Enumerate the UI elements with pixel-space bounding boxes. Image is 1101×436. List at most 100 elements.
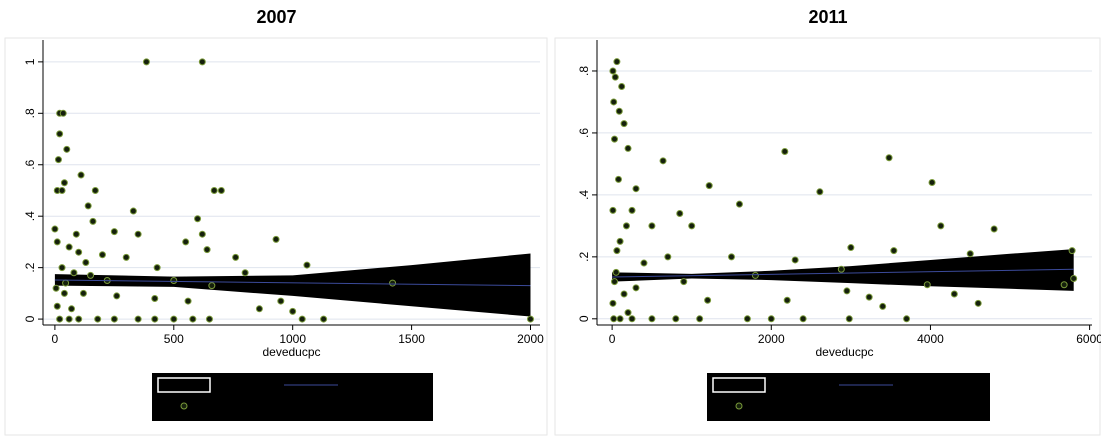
point	[680, 278, 688, 286]
chart-title: 2007	[256, 7, 296, 27]
point	[628, 315, 636, 323]
point	[616, 237, 624, 245]
point	[63, 145, 71, 153]
point	[966, 250, 974, 258]
legend-point-symbol	[180, 402, 188, 410]
x-tick-label: 500	[164, 332, 184, 346]
chart-title: 2011	[808, 7, 847, 27]
fit-line	[612, 268, 1074, 278]
confidence-band	[54, 253, 531, 317]
y-tick-label: .6	[577, 128, 591, 138]
point	[620, 120, 628, 128]
point	[1068, 247, 1076, 255]
point	[54, 156, 62, 164]
point	[194, 215, 202, 223]
point	[615, 107, 623, 115]
legend-ci-symbol	[157, 377, 211, 393]
point	[659, 157, 667, 165]
point	[82, 258, 90, 266]
point	[865, 293, 873, 301]
legend-point-symbol	[735, 402, 743, 410]
x-tick-label: 2000	[517, 332, 544, 346]
point	[110, 228, 118, 236]
y-tick-label: .6	[23, 159, 37, 169]
fit-line	[54, 279, 531, 287]
point	[624, 309, 632, 317]
point	[98, 251, 106, 259]
point	[53, 302, 61, 310]
point	[613, 247, 621, 255]
x-axis-label: deveducpc	[262, 345, 320, 359]
x-axis-label: deveducpc	[815, 345, 873, 359]
point	[153, 264, 161, 272]
point	[1060, 281, 1068, 289]
point	[60, 289, 68, 297]
point	[72, 230, 80, 238]
point	[816, 188, 824, 196]
point	[781, 148, 789, 156]
point	[628, 206, 636, 214]
point	[87, 271, 95, 279]
point	[389, 279, 397, 287]
x-tick-label: 0	[609, 332, 616, 346]
point	[609, 299, 617, 307]
point	[151, 295, 159, 303]
point	[843, 287, 851, 295]
point	[696, 315, 704, 323]
point	[767, 315, 775, 323]
point	[53, 238, 61, 246]
point	[847, 244, 855, 252]
point	[837, 265, 845, 273]
point	[79, 289, 87, 297]
point	[208, 282, 216, 290]
point	[62, 279, 70, 287]
point	[1070, 275, 1078, 283]
point	[610, 315, 618, 323]
point	[122, 253, 130, 261]
point	[648, 222, 656, 230]
point	[56, 315, 64, 323]
point	[879, 302, 887, 310]
point	[923, 281, 931, 289]
point	[688, 222, 696, 230]
point	[799, 315, 807, 323]
x-tick-label: 4000	[917, 332, 944, 346]
y-tick-label: .4	[577, 190, 591, 200]
point	[94, 315, 102, 323]
point	[52, 284, 60, 292]
point	[75, 315, 83, 323]
point	[616, 315, 624, 323]
point	[672, 315, 680, 323]
point	[110, 315, 118, 323]
point	[648, 315, 656, 323]
x-tick-label: 0	[52, 332, 59, 346]
point	[58, 264, 66, 272]
x-tick-label: 2000	[758, 332, 785, 346]
point	[632, 284, 640, 292]
point	[184, 297, 192, 305]
point	[610, 98, 618, 106]
point	[198, 58, 206, 66]
point	[303, 261, 311, 269]
point	[612, 268, 620, 276]
point	[903, 315, 911, 323]
x-tick-label: 6000	[1076, 332, 1101, 346]
point	[727, 253, 735, 261]
point	[974, 299, 982, 307]
point	[611, 278, 619, 286]
y-tick-label: .4	[23, 211, 37, 221]
point	[68, 305, 76, 313]
point	[142, 58, 150, 66]
point	[113, 292, 121, 300]
point	[609, 67, 617, 75]
point	[743, 315, 751, 323]
y-tick-label: .8	[23, 108, 37, 118]
point	[51, 225, 59, 233]
point	[990, 225, 998, 233]
point	[613, 58, 621, 66]
point	[56, 130, 64, 138]
point	[845, 315, 853, 323]
point	[622, 222, 630, 230]
point	[632, 185, 640, 193]
point	[791, 256, 799, 264]
